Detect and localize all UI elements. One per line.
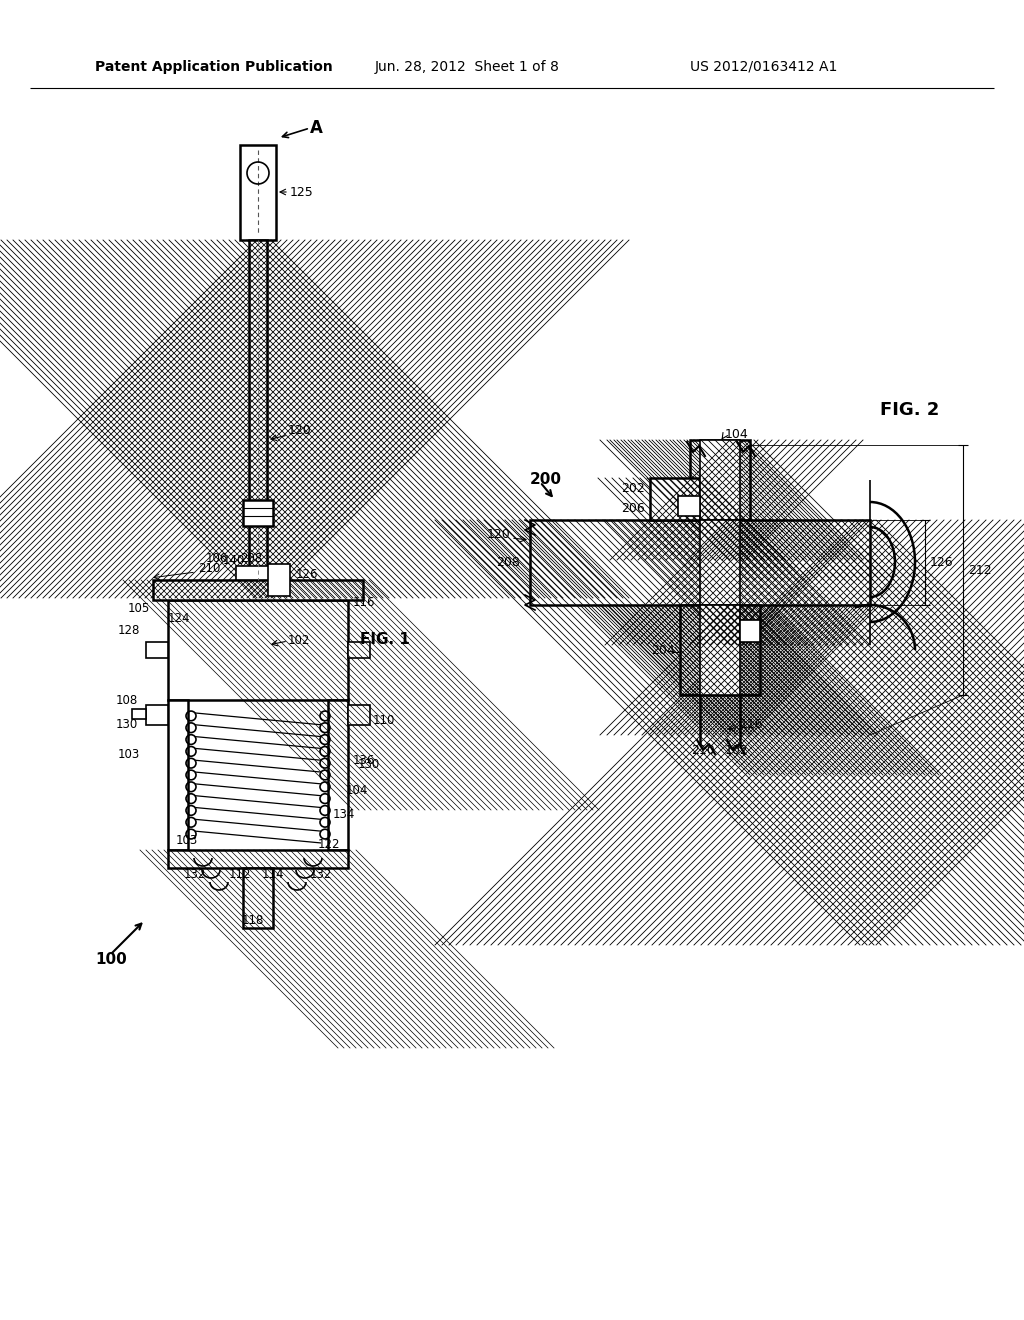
Text: 110: 110: [373, 714, 395, 726]
Bar: [249, 240, 267, 579]
Text: 120: 120: [486, 528, 510, 541]
Text: 106: 106: [206, 552, 228, 565]
Text: 125: 125: [290, 186, 313, 198]
Text: 132: 132: [183, 869, 206, 882]
Text: 208: 208: [240, 552, 262, 565]
Text: 140: 140: [223, 553, 246, 566]
Bar: [650, 478, 700, 520]
Text: 116: 116: [353, 595, 376, 609]
Text: 103: 103: [176, 833, 198, 846]
Text: 130: 130: [358, 759, 380, 771]
Bar: [348, 642, 370, 657]
Text: 126: 126: [930, 556, 953, 569]
Text: 124: 124: [168, 611, 190, 624]
Bar: [700, 520, 740, 605]
Text: 114: 114: [262, 869, 285, 882]
Bar: [146, 642, 168, 657]
Text: 100: 100: [95, 953, 127, 968]
Text: 104: 104: [346, 784, 369, 796]
Text: 134: 134: [333, 808, 355, 821]
Text: 118: 118: [242, 913, 264, 927]
Text: Patent Application Publication: Patent Application Publication: [95, 59, 333, 74]
Bar: [268, 564, 290, 597]
Bar: [530, 520, 870, 605]
Text: 132: 132: [310, 869, 333, 882]
Text: 122: 122: [318, 838, 341, 851]
Text: US 2012/0163412 A1: US 2012/0163412 A1: [690, 59, 838, 74]
Text: 102: 102: [725, 743, 749, 756]
Text: 210: 210: [198, 561, 220, 574]
Text: 105: 105: [128, 602, 150, 615]
Bar: [168, 601, 348, 700]
Text: 208: 208: [496, 556, 520, 569]
Bar: [700, 605, 740, 696]
Bar: [740, 620, 760, 642]
Bar: [678, 496, 700, 516]
Text: 202: 202: [622, 482, 645, 495]
Text: 128: 128: [118, 623, 140, 636]
Bar: [700, 440, 740, 520]
Bar: [243, 500, 273, 525]
Bar: [348, 705, 370, 725]
Bar: [236, 566, 280, 579]
Text: 206: 206: [622, 502, 645, 515]
Bar: [168, 700, 188, 850]
Text: 108: 108: [116, 693, 138, 706]
Text: Jun. 28, 2012  Sheet 1 of 8: Jun. 28, 2012 Sheet 1 of 8: [375, 59, 560, 74]
Text: 103: 103: [118, 748, 140, 762]
Text: 136: 136: [353, 754, 376, 767]
Text: 130: 130: [116, 718, 138, 731]
Text: A: A: [310, 119, 323, 137]
Bar: [240, 145, 276, 240]
Text: 102: 102: [288, 634, 310, 647]
Text: 126: 126: [296, 569, 318, 582]
Text: 104: 104: [725, 429, 749, 441]
Text: 212: 212: [968, 564, 991, 577]
Bar: [132, 709, 146, 719]
Bar: [328, 700, 348, 850]
Bar: [153, 579, 362, 601]
Text: 116: 116: [740, 718, 764, 731]
Text: FIG. 1: FIG. 1: [360, 632, 410, 648]
Bar: [680, 605, 760, 696]
Text: 200: 200: [530, 473, 562, 487]
Text: 204: 204: [651, 644, 675, 656]
Text: 120: 120: [288, 424, 311, 437]
Bar: [146, 705, 168, 725]
Text: 112: 112: [228, 869, 251, 882]
Text: FIG. 2: FIG. 2: [880, 401, 939, 418]
Bar: [168, 850, 348, 869]
Bar: [243, 869, 273, 928]
Bar: [690, 440, 750, 520]
Text: 210: 210: [691, 743, 715, 756]
